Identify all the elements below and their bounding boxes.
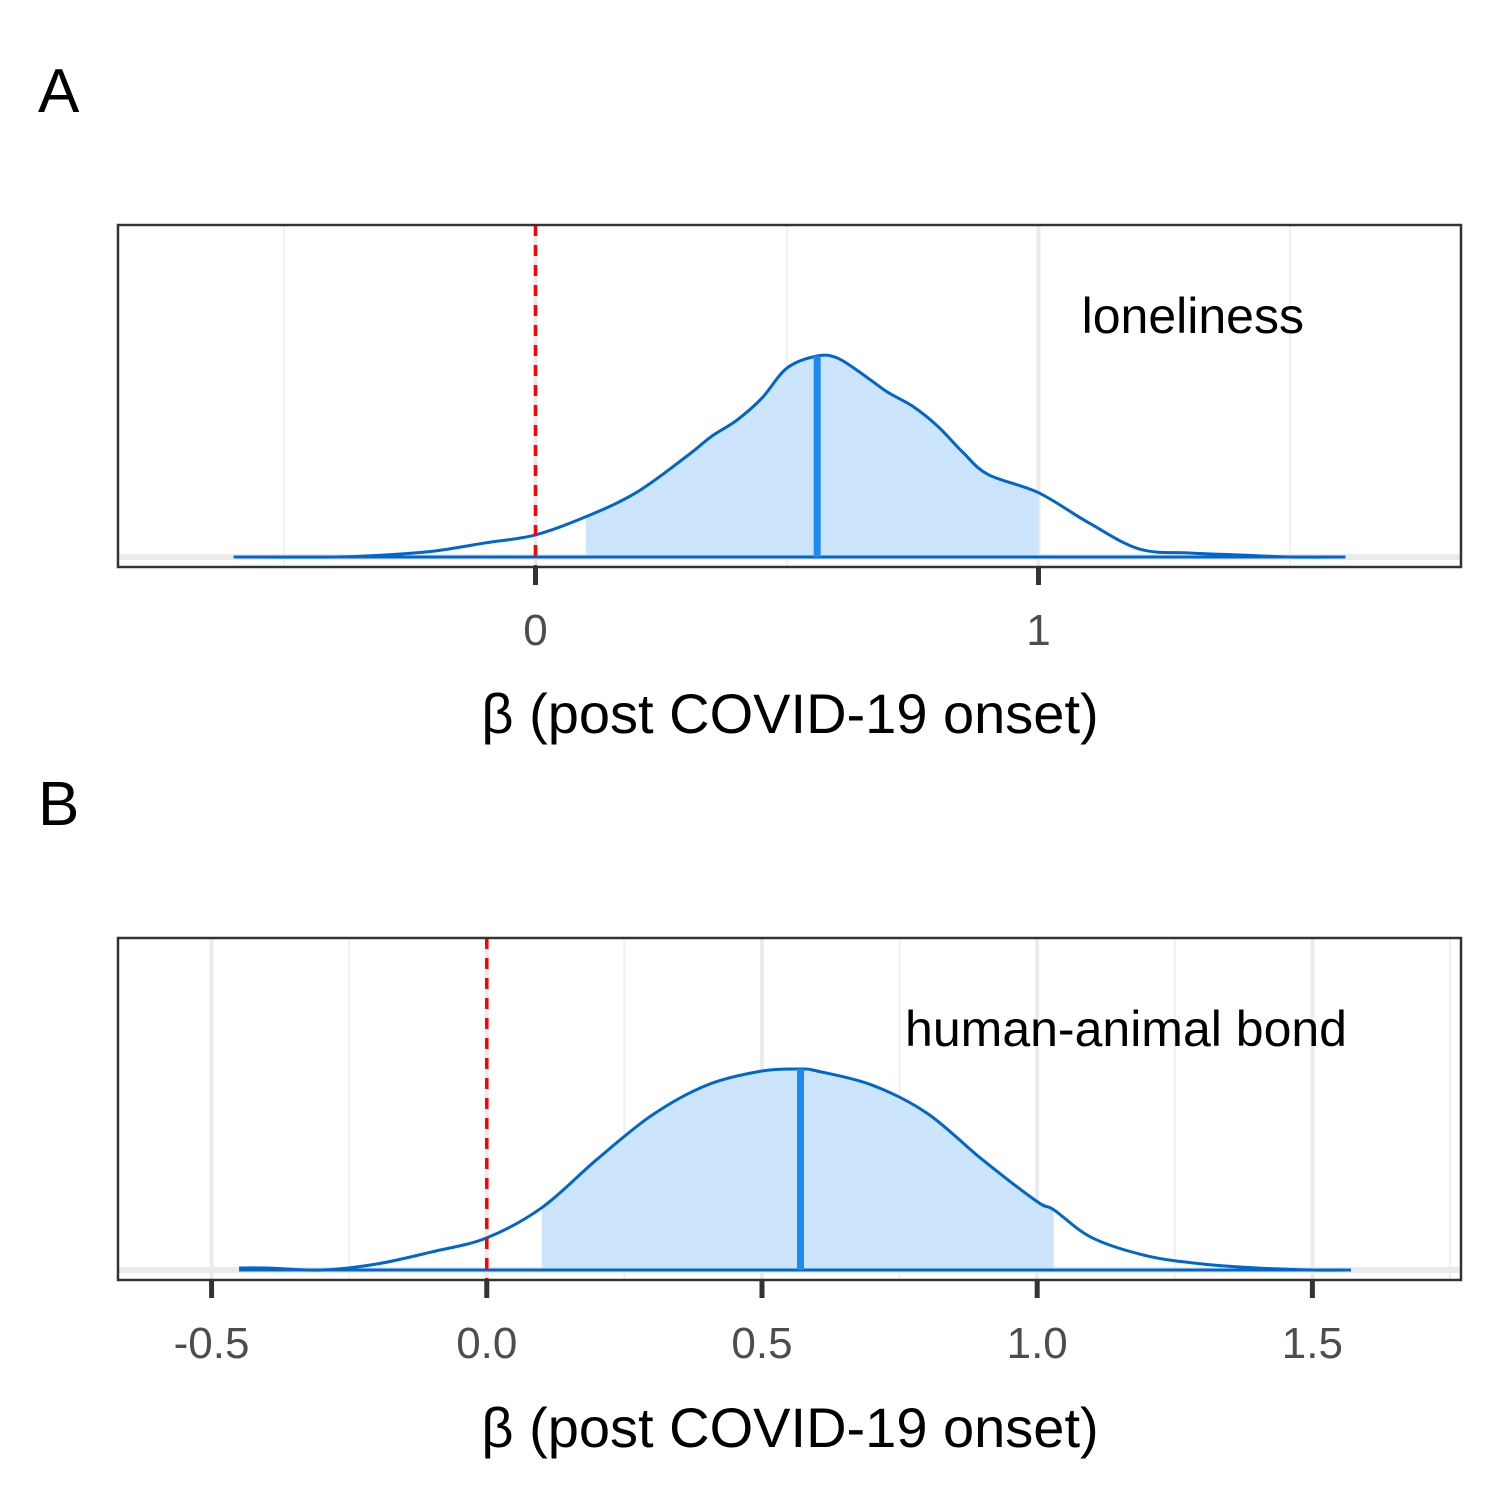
x-tick-label: 1.5 [1282,1319,1343,1368]
plot-border [116,223,1463,569]
panel-label: B [38,770,79,839]
x-tick-label: 0.5 [731,1319,792,1368]
x-tick-label: -0.5 [174,1319,250,1368]
outcome-annotation: loneliness [1082,288,1304,344]
density-curve [233,353,1346,559]
x-tick-label: 1 [1026,606,1050,655]
outcome-annotation: human-animal bond [905,1001,1347,1057]
panel-label: A [38,57,80,126]
plot-border [116,936,1463,1282]
x-axis-title: β (post COVID-19 onset) [481,1396,1098,1459]
x-tick-label: 1.0 [1007,1319,1068,1368]
x-tick-label: 0 [523,606,547,655]
x-tick-label: 0.0 [456,1319,517,1368]
density-curve [239,1067,1351,1272]
credible-interval-area [585,356,1039,557]
x-axis-title: β (post COVID-19 onset) [481,682,1098,745]
